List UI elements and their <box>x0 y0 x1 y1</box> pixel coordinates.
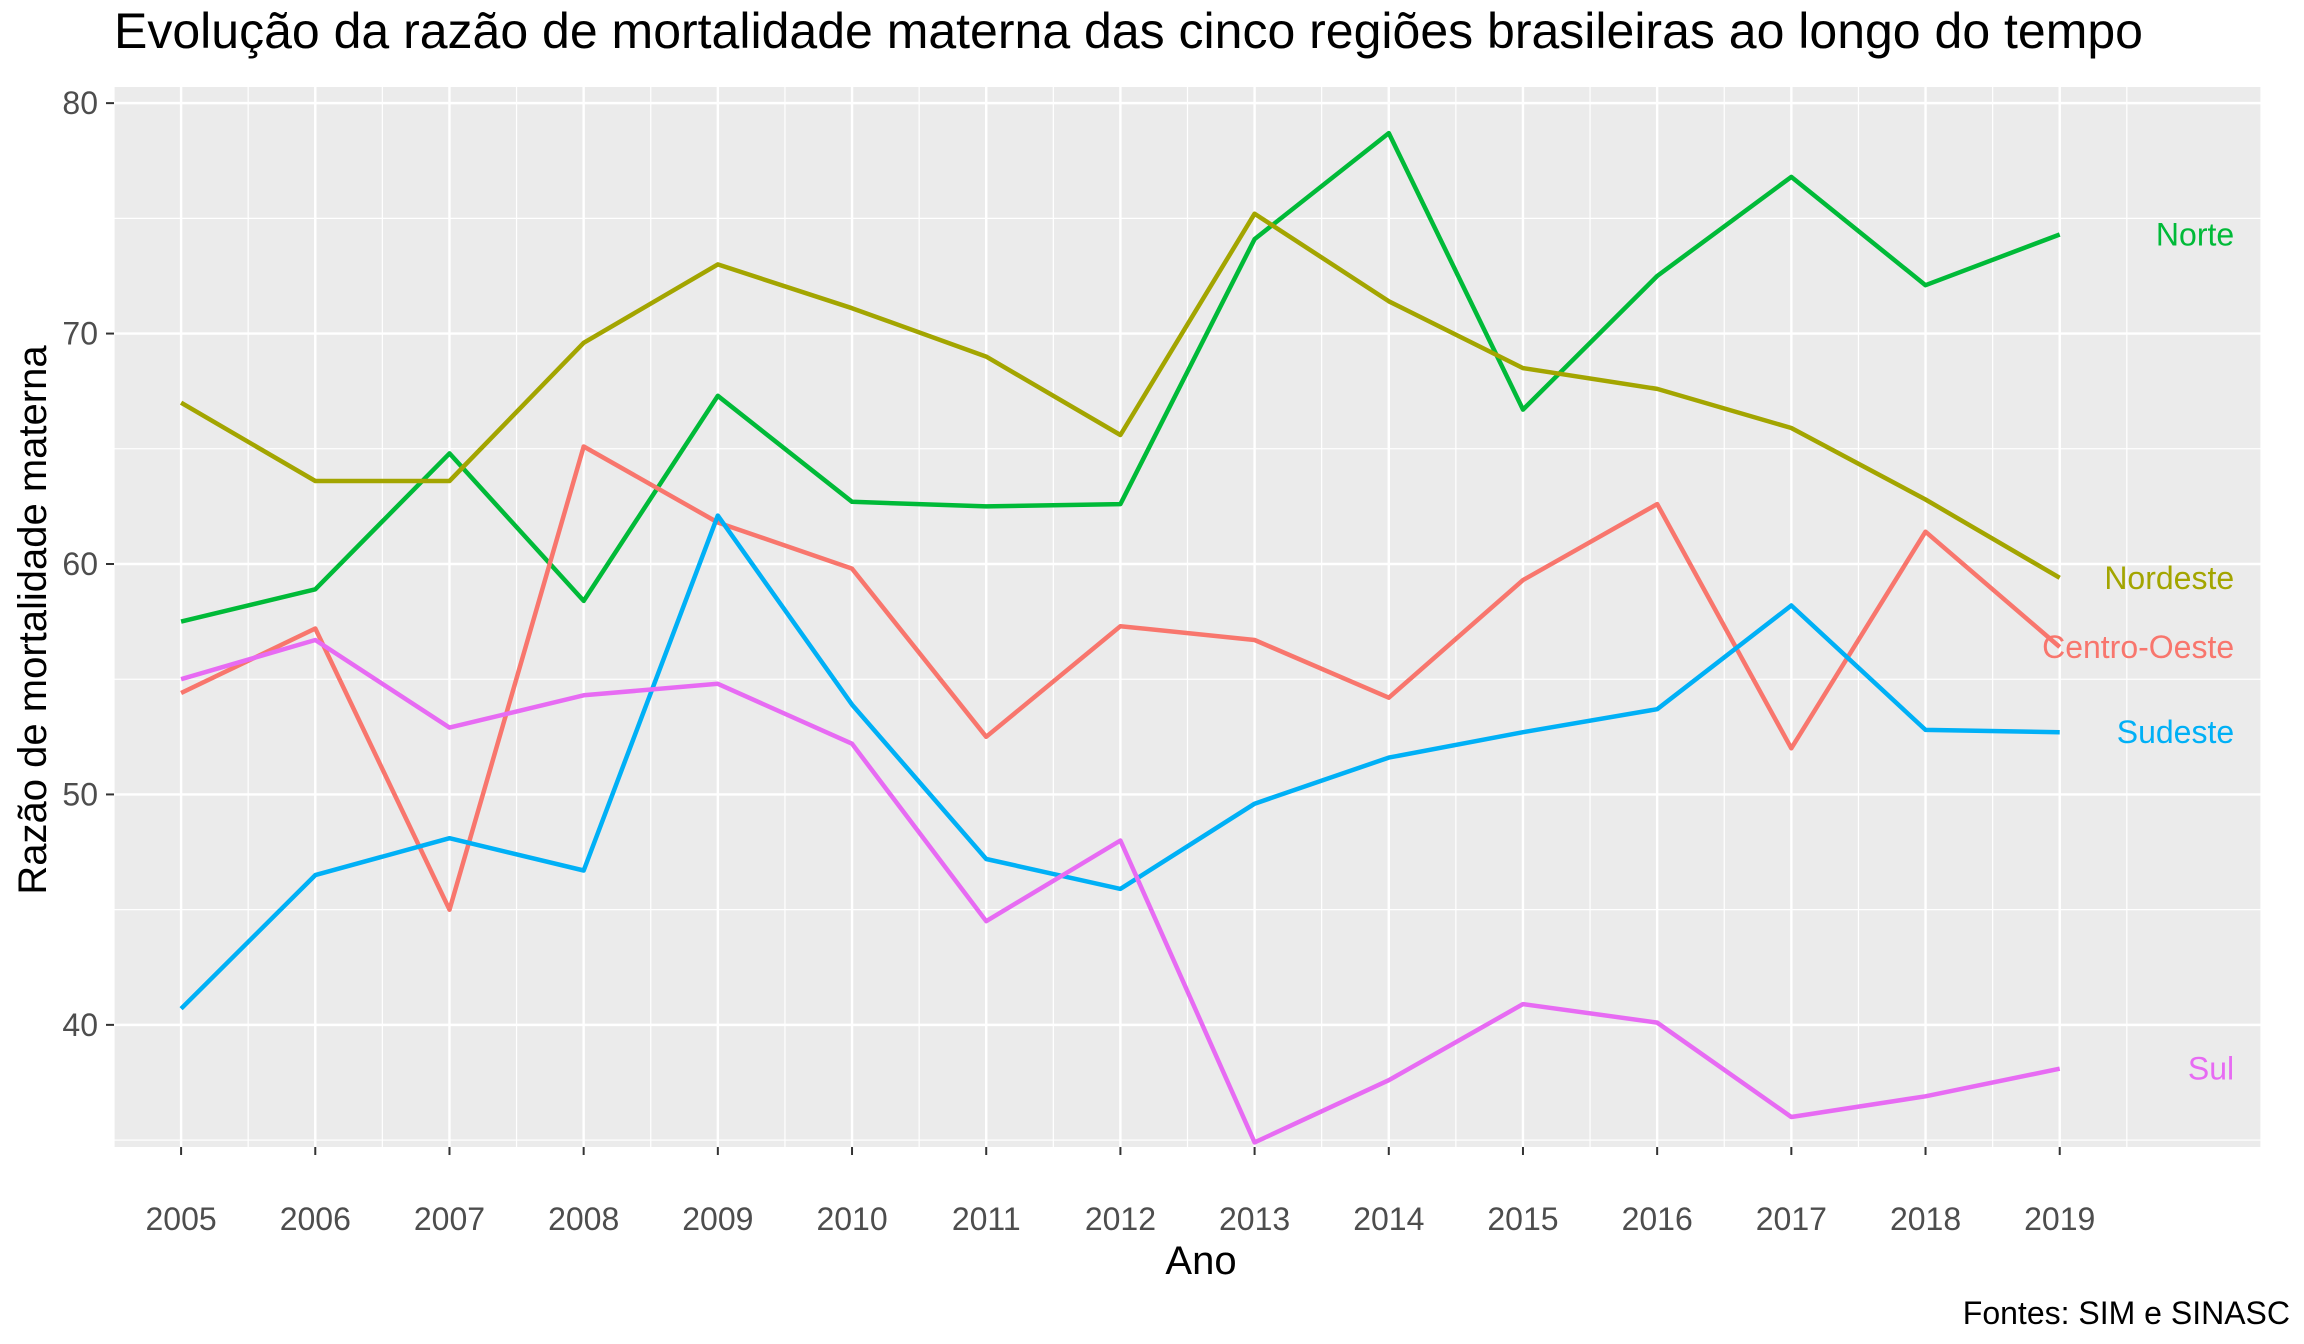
x-tick-label: 2005 <box>146 1201 217 1237</box>
series-label-centro-oeste: Centro-Oeste <box>2042 629 2234 665</box>
x-tick-label: 2007 <box>414 1201 485 1237</box>
series-labels: Norte Nordeste Centro-Oeste Sudeste Sul <box>2042 216 2234 1086</box>
x-tick-label: 2008 <box>548 1201 619 1237</box>
series-lines <box>179 130 2062 1145</box>
y-axis-title: Razão de mortalidade materna <box>11 345 55 895</box>
x-tick-label: 2009 <box>682 1201 753 1237</box>
y-tick-label: 70 <box>62 316 98 352</box>
x-tick-labels: 2005 2006 2007 2008 2009 2010 2011 2012 2013 2014… <box>146 1201 2096 1237</box>
x-tick-label: 2012 <box>1085 1201 1156 1237</box>
series-line-centro-oeste <box>180 444 2062 912</box>
x-tick-label: 2019 <box>2024 1201 2095 1237</box>
x-tick-label: 2018 <box>1890 1201 1961 1237</box>
x-tick-label: 2010 <box>816 1201 887 1237</box>
x-tick-label: 2014 <box>1353 1201 1424 1237</box>
series-label-nordeste: Nordeste <box>2104 560 2234 596</box>
x-tick-label: 2006 <box>280 1201 351 1237</box>
series-label-sul: Sul <box>2188 1051 2234 1087</box>
x-tick-label: 2015 <box>1487 1201 1558 1237</box>
y-tick-label: 40 <box>62 1007 98 1043</box>
y-tick-labels: 40 50 60 70 80 <box>62 85 98 1043</box>
series-line-nordeste <box>179 211 2061 580</box>
x-tick-label: 2013 <box>1219 1201 1290 1237</box>
x-tick-label: 2016 <box>1622 1201 1693 1237</box>
series-label-norte: Norte <box>2156 216 2234 252</box>
source-caption: Fontes: SIM e SINASC <box>1963 1295 2290 1331</box>
series-label-sudeste: Sudeste <box>2117 714 2234 750</box>
y-tick-label: 80 <box>62 85 98 121</box>
chart-title: Evolução da razão de mortalidade materna… <box>114 3 2143 59</box>
axis-ticks <box>106 102 2061 1155</box>
minor-gridlines <box>113 87 2262 1147</box>
y-tick-label: 50 <box>62 776 98 812</box>
y-tick-label: 60 <box>62 546 98 582</box>
series-line-sul <box>180 637 2061 1145</box>
x-axis-title: Ano <box>1165 1239 1236 1283</box>
x-tick-label: 2017 <box>1756 1201 1827 1237</box>
series-line-sudeste <box>179 513 2060 1011</box>
major-gridlines <box>114 87 2261 1147</box>
series-line-norte <box>180 130 2061 624</box>
x-tick-label: 2011 <box>952 1201 1021 1237</box>
